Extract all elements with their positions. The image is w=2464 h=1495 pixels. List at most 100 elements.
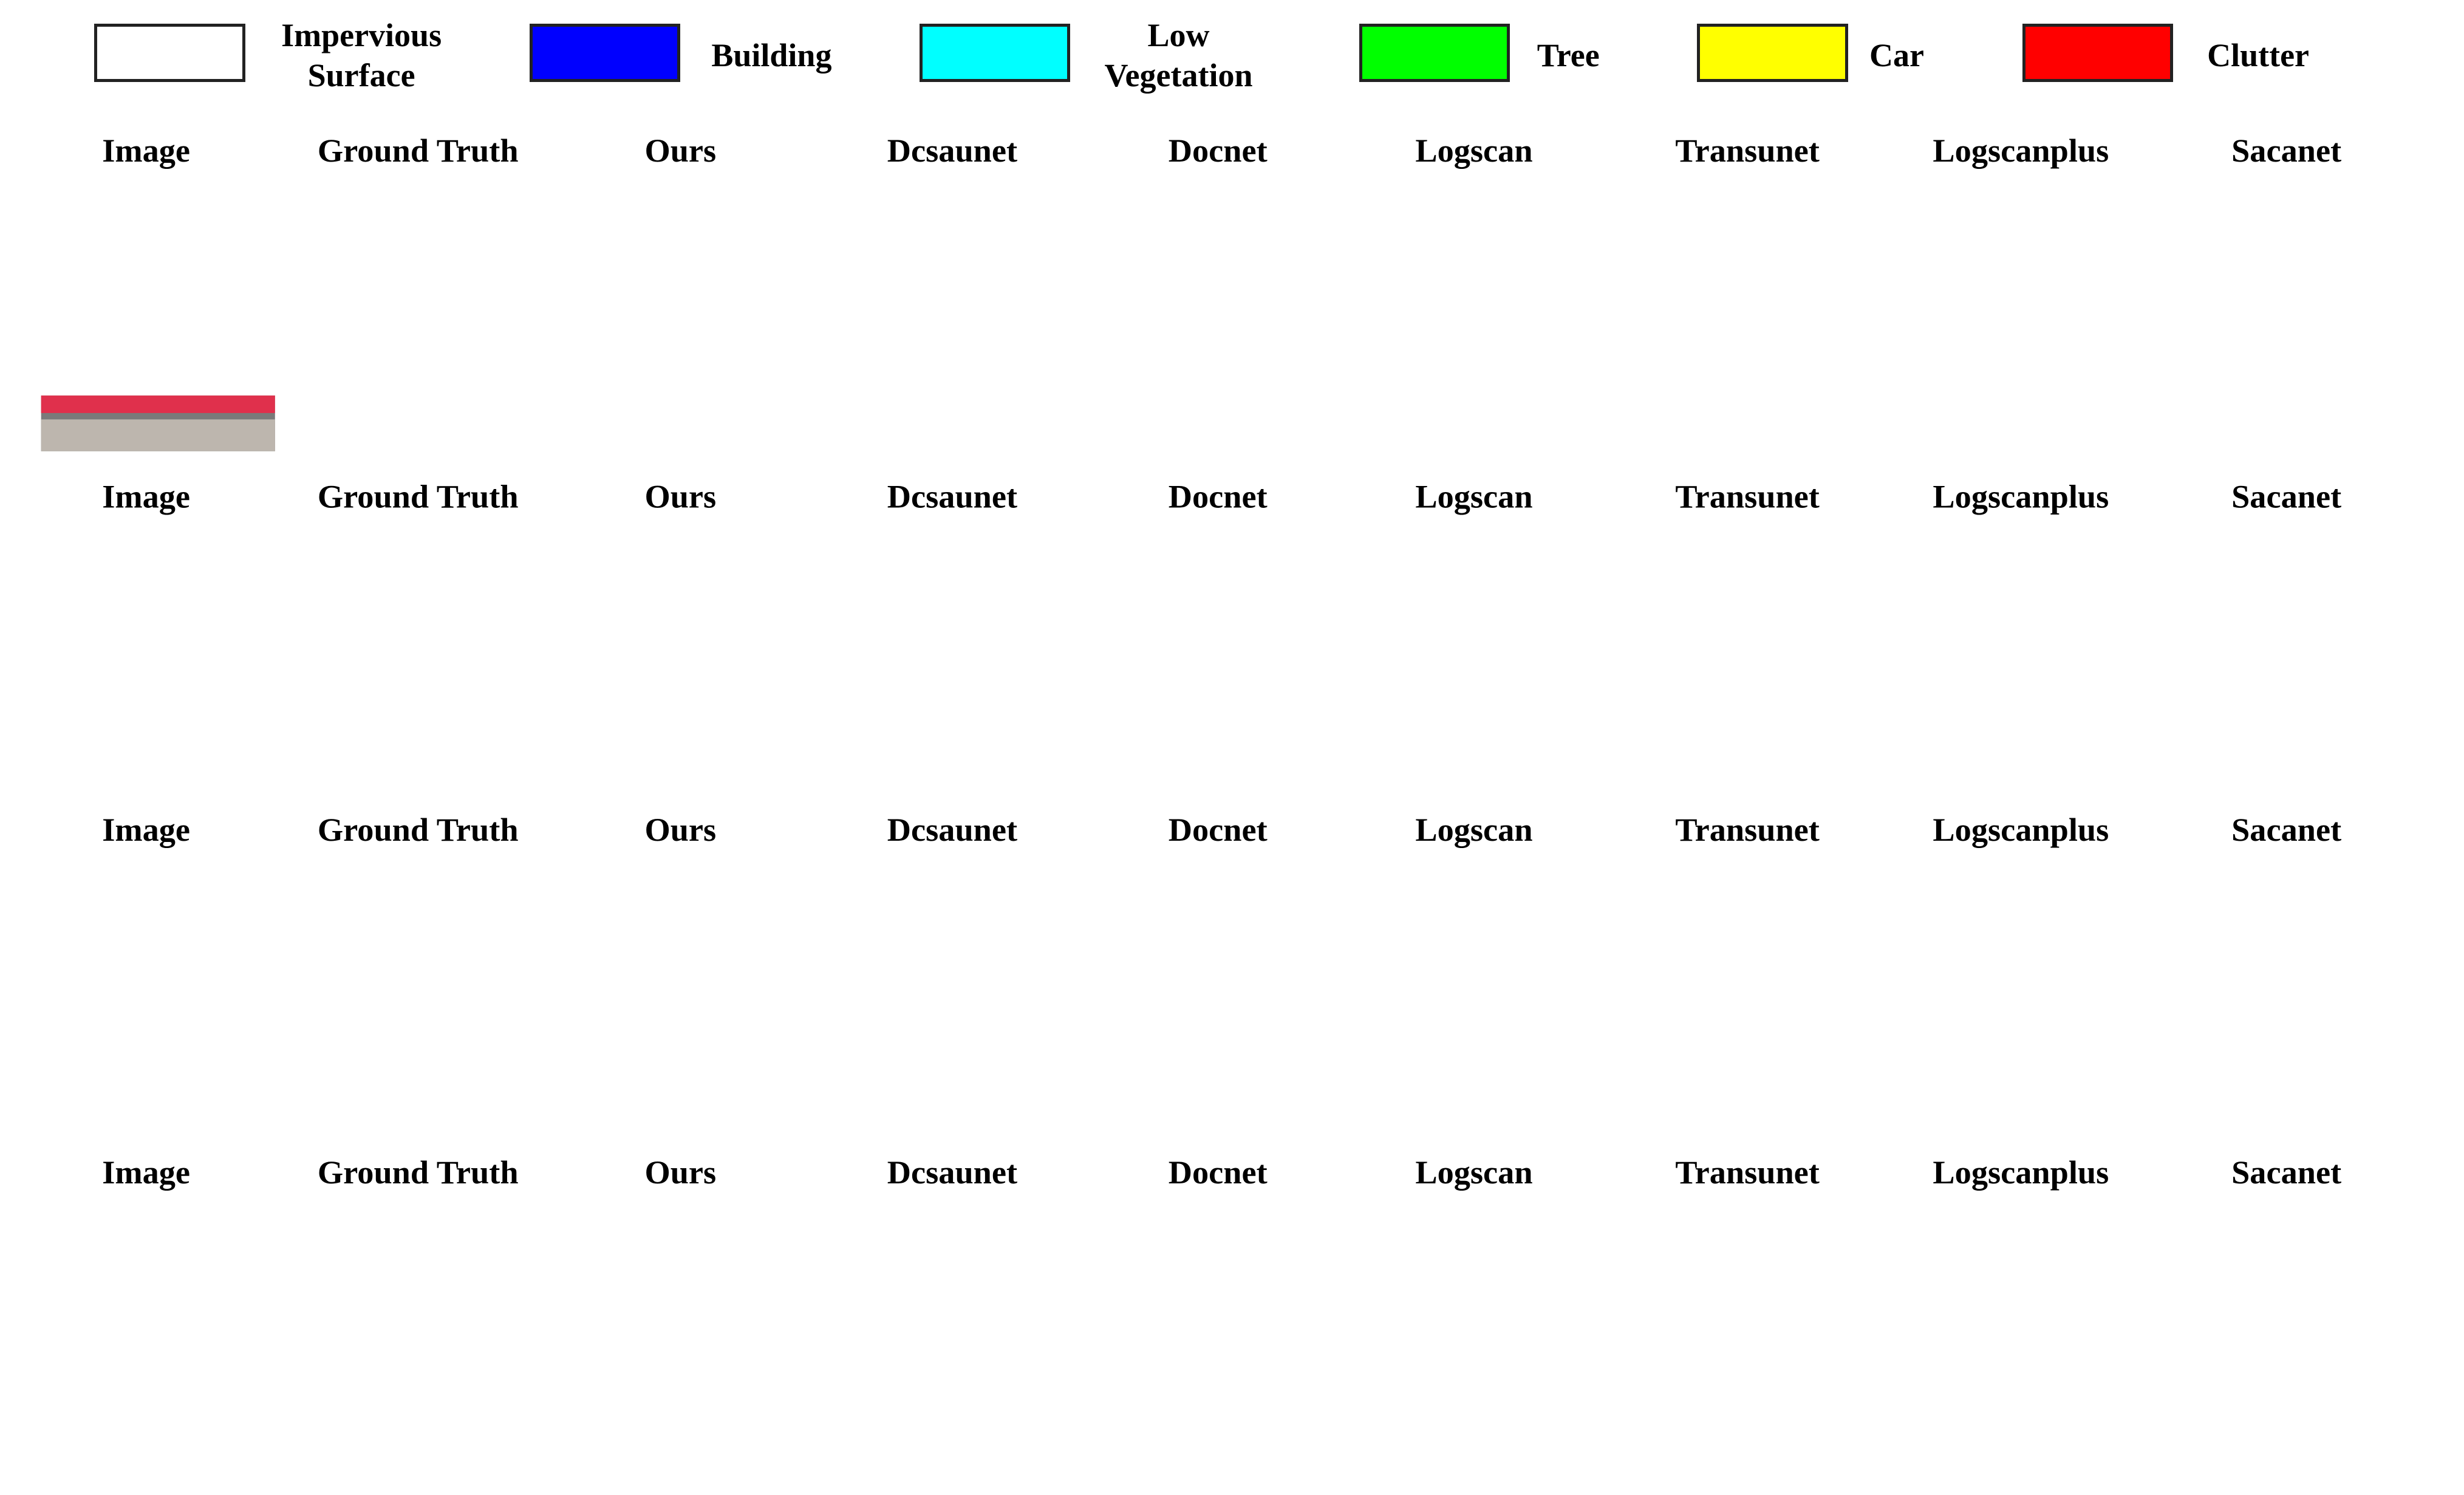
highlight-box (1628, 252, 1684, 388)
legend-label: Building (711, 36, 832, 74)
region (1956, 920, 2004, 976)
region (708, 1373, 779, 1468)
legend-swatch (529, 23, 681, 82)
region (841, 1016, 897, 1079)
region (1895, 535, 2149, 789)
region (1938, 197, 2153, 380)
region (1644, 1293, 1755, 1404)
column-header: Ours (644, 478, 716, 515)
region (1312, 725, 1343, 789)
region (1717, 228, 1781, 276)
region (497, 598, 545, 662)
highlight-box (896, 710, 968, 765)
region (711, 1016, 759, 1047)
column-header: Sacanet (2231, 1154, 2341, 1191)
highlight-box (626, 710, 698, 765)
highlight-box (1736, 295, 1832, 351)
region (1917, 244, 1953, 372)
region (354, 385, 360, 394)
region (1032, 1008, 1040, 1014)
region (1138, 1214, 1345, 1338)
region (1410, 1072, 1601, 1127)
region (291, 535, 386, 606)
region (291, 872, 355, 936)
region (1822, 912, 1862, 952)
region (1410, 920, 1458, 976)
region (1346, 872, 1410, 936)
region (887, 385, 893, 394)
region (971, 678, 1051, 789)
column-header: Ours (644, 812, 716, 848)
region (1490, 944, 1554, 976)
region (1421, 646, 1503, 669)
region (1280, 284, 1331, 356)
region (21, 535, 116, 606)
highlight-box (940, 295, 1035, 351)
region (2309, 1373, 2380, 1468)
region (2164, 725, 2259, 789)
legend-label: Low Vegetation (1104, 16, 1253, 94)
region (555, 725, 650, 789)
region (2118, 725, 2149, 789)
region (904, 1016, 960, 1064)
region (291, 1214, 339, 1237)
region (1292, 912, 1332, 952)
region (777, 725, 809, 789)
segmentation-map (1091, 197, 1347, 451)
region (2220, 598, 2299, 622)
region (2086, 284, 2137, 356)
input-image (21, 1214, 275, 1468)
highlight-box (1162, 710, 1234, 765)
region (2278, 203, 2350, 247)
region (1897, 1420, 1928, 1468)
region (21, 1214, 275, 1468)
region (41, 395, 275, 413)
region (567, 1016, 623, 1079)
region (100, 1016, 156, 1064)
region (2035, 944, 2099, 976)
region (370, 717, 426, 765)
region (654, 228, 717, 276)
region (92, 646, 174, 669)
region (1841, 725, 1873, 789)
region (1503, 1373, 1574, 1468)
column-header: Ours (644, 1154, 716, 1191)
segmentation-map (825, 872, 1079, 1127)
region (1895, 646, 2038, 757)
region (1348, 197, 1603, 451)
region (1924, 1000, 1932, 1006)
region (2307, 678, 2387, 789)
column-header: Image (102, 1154, 190, 1191)
region (2038, 678, 2118, 789)
region (1091, 1214, 1345, 1468)
region (1622, 535, 1876, 789)
legend-label: Tree (1537, 36, 1600, 74)
region (490, 912, 529, 952)
region (21, 535, 275, 789)
region (2370, 598, 2418, 662)
region (1482, 872, 1561, 936)
region (1348, 535, 1603, 789)
region (92, 284, 251, 395)
region (1296, 598, 1344, 662)
region (2161, 197, 2415, 451)
region (442, 1373, 514, 1468)
region (2182, 1293, 2293, 1404)
region (1572, 725, 1604, 789)
region (2164, 535, 2259, 606)
column-header: Logscan (1415, 812, 1532, 848)
region (1622, 197, 1670, 228)
region (2164, 646, 2307, 757)
region (1693, 284, 1852, 395)
region (1623, 1087, 1687, 1127)
region (1405, 598, 1485, 622)
region (1107, 1428, 1113, 1438)
region (1994, 228, 2058, 276)
region (1897, 1214, 2151, 1468)
region (1639, 1016, 1695, 1079)
region (1622, 391, 1876, 413)
region (1899, 391, 2153, 413)
legend-swatch (1359, 23, 1510, 82)
region (634, 717, 690, 765)
